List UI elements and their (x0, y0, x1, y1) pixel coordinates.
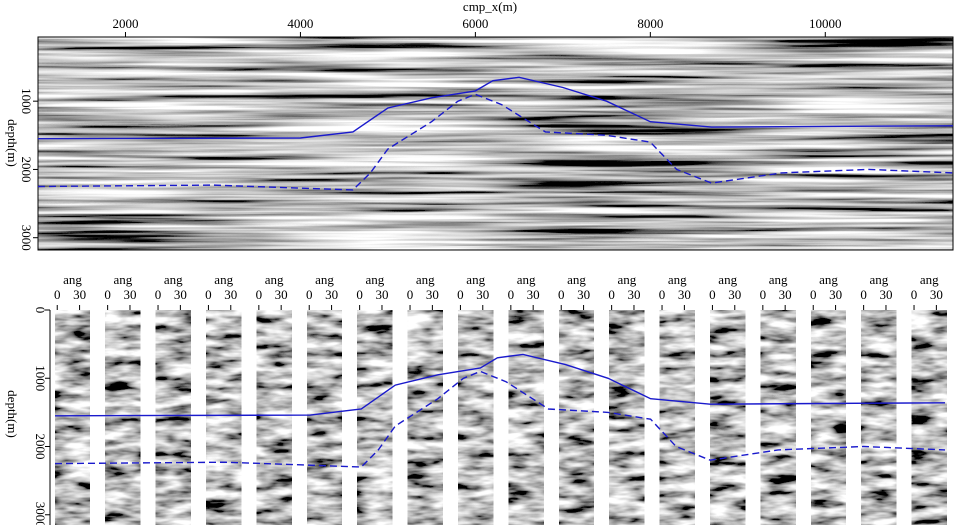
y-axis-label: depth(m) (5, 390, 20, 438)
angle-gather (256, 310, 292, 525)
x-tick-label: 30 (930, 287, 943, 302)
angle-gather (105, 310, 141, 525)
x-tick-label: 30 (476, 287, 489, 302)
x-tick-label: 0 (709, 287, 716, 302)
x-tick-label: 30 (275, 287, 288, 302)
angle-gather (307, 310, 342, 525)
x-axis-label: ang (618, 272, 637, 287)
x-axis-label: ang (769, 272, 788, 287)
y-tick-label: 0 (33, 307, 48, 314)
x-axis-label: ang (718, 272, 737, 287)
x-axis-label: ang (466, 272, 485, 287)
x-axis-label: ang (416, 272, 435, 287)
x-tick-label: 0 (407, 287, 414, 302)
x-tick-label: 0 (760, 287, 767, 302)
x-tick-label: 2000 (112, 16, 138, 31)
x-tick-label: 0 (558, 287, 565, 302)
x-axis-label: ang (366, 272, 385, 287)
x-axis-label: ang (114, 272, 133, 287)
angle-gather (710, 310, 746, 525)
x-tick-label: 0 (810, 287, 817, 302)
x-axis-label: ang (870, 272, 889, 287)
angle-gather (861, 310, 897, 525)
x-axis-label: ang (214, 272, 233, 287)
x-tick-label: 0 (860, 287, 867, 302)
x-axis-label: ang (668, 272, 687, 287)
angle-gather (508, 310, 544, 525)
x-tick-label: 30 (325, 287, 338, 302)
x-axis-label: ang (164, 272, 183, 287)
frame (37, 36, 954, 251)
angle-gather (206, 310, 242, 525)
horizon-line (54, 370, 946, 468)
angle-gather (559, 310, 594, 525)
y-tick-label: 2000 (19, 156, 34, 182)
y-tick-label: 1000 (19, 88, 34, 114)
x-tick-label: 6000 (462, 16, 488, 31)
x-axis-label: ang (63, 272, 82, 287)
x-tick-label: 8000 (637, 16, 663, 31)
horizon-line (54, 353, 946, 417)
y-tick-label: 1000 (33, 365, 48, 391)
angle-gather (760, 310, 796, 525)
x-tick-label: 30 (73, 287, 86, 302)
angle-gather (407, 310, 443, 525)
x-tick-label: 30 (728, 287, 741, 302)
x-tick-label: 30 (779, 287, 792, 302)
x-tick-label: 0 (356, 287, 363, 302)
x-tick-label: 0 (256, 287, 263, 302)
x-axis-label: ang (920, 272, 939, 287)
x-tick-label: 0 (104, 287, 111, 302)
x-axis-label: ang (517, 272, 536, 287)
angle-gather (811, 310, 846, 525)
x-tick-label: 10000 (809, 16, 842, 31)
x-tick-label: 30 (627, 287, 640, 302)
x-axis-label: ang (315, 272, 334, 287)
x-tick-label: 0 (457, 287, 464, 302)
x-axis-label: cmp_x(m) (463, 0, 517, 14)
x-tick-label: 0 (155, 287, 162, 302)
x-tick-label: 30 (577, 287, 590, 302)
y-axis-label: depth(m) (5, 119, 20, 167)
y-tick-label: 2000 (33, 434, 48, 460)
x-tick-label: 30 (678, 287, 691, 302)
x-axis-label: ang (819, 272, 838, 287)
horizon-line (37, 76, 954, 140)
x-tick-label: 30 (829, 287, 842, 302)
x-tick-label: 30 (879, 287, 892, 302)
x-tick-label: 4000 (287, 16, 313, 31)
angle-gather (458, 310, 494, 525)
angle-gather (155, 310, 191, 525)
x-tick-label: 0 (911, 287, 918, 302)
x-tick-label: 0 (508, 287, 515, 302)
x-tick-label: 30 (527, 287, 540, 302)
y-tick-label: 3000 (19, 225, 34, 251)
x-tick-label: 0 (659, 287, 666, 302)
x-tick-label: 30 (375, 287, 388, 302)
x-tick-label: 30 (224, 287, 237, 302)
x-tick-label: 0 (205, 287, 212, 302)
angle-gather (357, 310, 393, 525)
x-tick-label: 30 (174, 287, 187, 302)
x-axis-label: ang (567, 272, 586, 287)
x-tick-label: 0 (608, 287, 615, 302)
horizon-line (37, 93, 954, 191)
x-tick-label: 0 (54, 287, 61, 302)
x-axis-label: ang (265, 272, 284, 287)
seismic-image (38, 37, 953, 250)
angle-gather (911, 310, 947, 525)
x-tick-label: 30 (426, 287, 439, 302)
angle-gather (55, 310, 90, 525)
x-tick-label: 0 (306, 287, 313, 302)
angle-gather (659, 310, 695, 525)
y-tick-label: 3000 (33, 502, 48, 525)
x-tick-label: 30 (123, 287, 136, 302)
